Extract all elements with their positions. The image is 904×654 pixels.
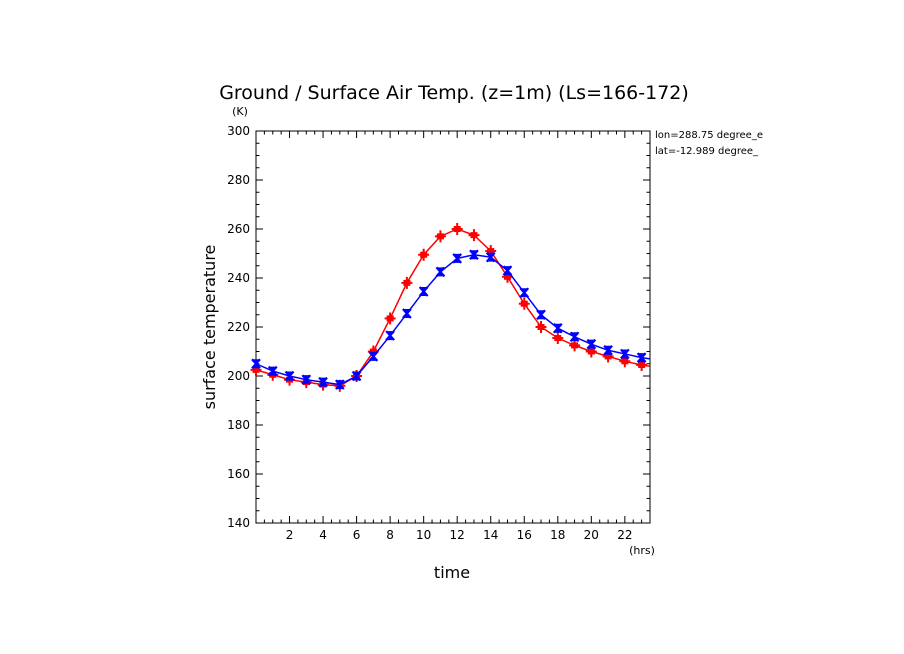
y-tick-label: 280 — [227, 173, 250, 187]
series-1-point — [351, 370, 362, 382]
series-0-point — [401, 276, 413, 289]
series-0-point — [468, 229, 480, 242]
x-axis-unit: (hrs) — [629, 544, 655, 557]
series-1-point — [519, 287, 530, 298]
series-1-point — [552, 322, 563, 334]
series-1-point — [402, 308, 412, 319]
series-1-point — [469, 249, 479, 260]
axis-ticks: 140 160 180 200 220 240 260 280 300 2 4 6 8 10 12 14 16 1… — [227, 124, 650, 542]
series-1-point — [603, 345, 613, 356]
y-tick-label: 200 — [227, 369, 250, 383]
series-1-point — [251, 358, 261, 369]
series-0-point — [552, 332, 564, 345]
series-1-point — [452, 253, 463, 264]
series-0-point — [451, 223, 463, 235]
series-0-point — [418, 248, 430, 261]
x-tick-label: 18 — [550, 528, 565, 542]
x-tick-label: 22 — [617, 528, 632, 542]
series-1-point — [569, 331, 580, 343]
plot-frame — [255, 130, 651, 524]
series-1-point — [586, 338, 597, 350]
x-tick-label: 20 — [584, 528, 599, 542]
series-1-point — [435, 266, 446, 278]
series-0-line — [255, 228, 651, 387]
x-tick-label: 6 — [353, 528, 361, 542]
series-1-point — [418, 286, 429, 297]
series-1-point — [385, 330, 395, 341]
y-tick-label: 160 — [227, 467, 250, 481]
x-tick-label: 2 — [286, 528, 294, 542]
annotation-lat: lat=-12.989 degree_ — [655, 146, 759, 157]
x-tick-label: 12 — [450, 528, 465, 542]
series-1-point — [502, 265, 513, 276]
series-0-point — [434, 230, 446, 243]
series-1-point — [536, 309, 546, 320]
series-1-point — [335, 379, 345, 390]
annotation-lon: lon=288.75 degree_e — [655, 130, 763, 141]
y-tick-label: 260 — [227, 222, 250, 236]
x-tick-label: 10 — [416, 528, 431, 542]
y-tick-label: 140 — [227, 516, 250, 530]
series-0-point — [569, 339, 581, 352]
series-1-point — [318, 376, 328, 388]
series-1-point — [636, 352, 647, 363]
y-tick-label: 240 — [227, 271, 250, 285]
series-1-point — [485, 251, 496, 263]
series-1-point — [301, 374, 312, 385]
data-series — [250, 223, 651, 392]
series-1-point — [368, 351, 379, 362]
series-0-point — [535, 321, 547, 333]
series-0-point — [518, 297, 530, 310]
x-tick-label: 16 — [517, 528, 532, 542]
series-1-point — [284, 370, 295, 382]
series-1-line — [255, 253, 651, 386]
x-tick-label: 4 — [319, 528, 327, 542]
chart-title: Ground / Surface Air Temp. (z=1m) (Ls=16… — [219, 82, 689, 104]
y-tick-label: 180 — [227, 418, 250, 432]
x-axis-label: time — [434, 563, 470, 582]
y-axis-unit: (K) — [232, 105, 248, 118]
series-0-point — [384, 312, 396, 325]
y-tick-label: 300 — [227, 124, 250, 138]
series-1-point — [620, 348, 630, 360]
x-tick-label: 8 — [386, 528, 394, 542]
y-tick-label: 220 — [227, 320, 250, 334]
y-axis-label: surface temperature — [200, 245, 219, 410]
series-1-point — [267, 365, 278, 377]
x-tick-label: 14 — [483, 528, 498, 542]
